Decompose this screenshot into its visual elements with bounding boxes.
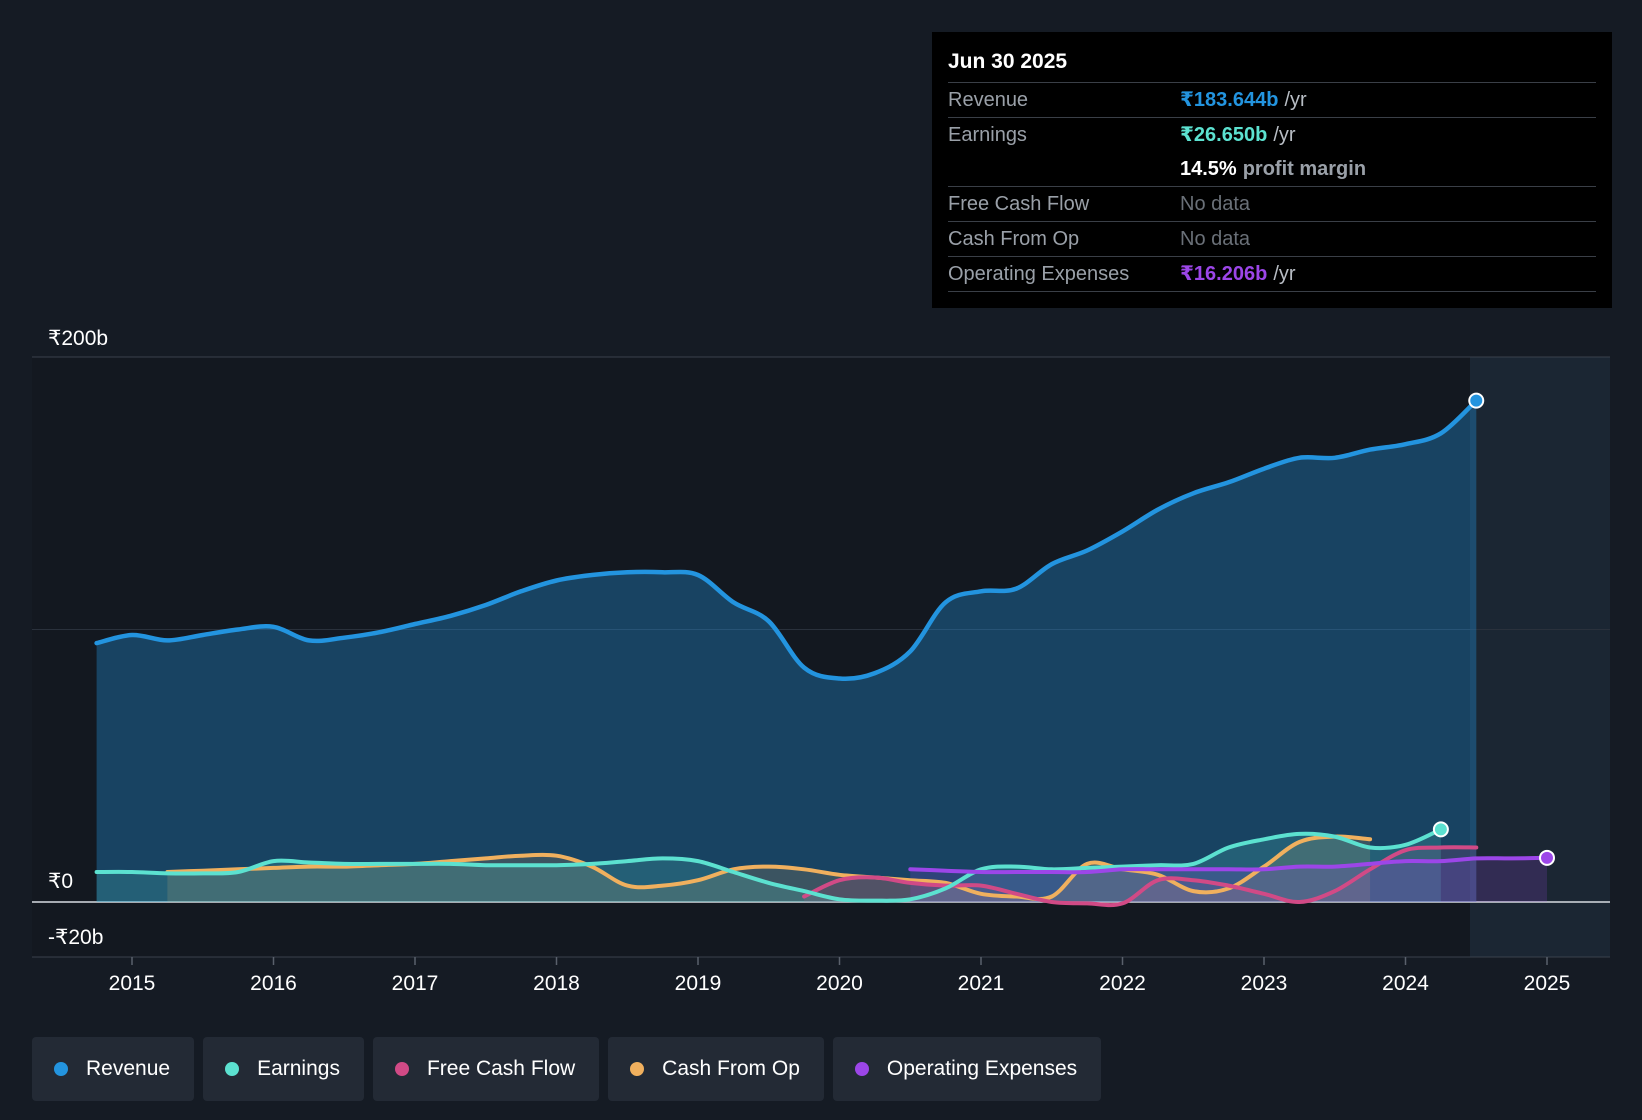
- y-tick-label: -₹20b: [48, 926, 103, 949]
- tooltip-fcf-value: No data: [1180, 193, 1251, 215]
- x-tick-label: 2024: [1382, 972, 1429, 995]
- legend-item-cash-from-op[interactable]: Cash From Op: [608, 1037, 824, 1101]
- x-tick-label: 2016: [250, 972, 297, 995]
- tooltip-revenue-value: ₹183.644b: [1180, 89, 1279, 111]
- tooltip-opex-label: Operating Expenses: [948, 263, 1130, 285]
- legend-label-operating-expenses: Operating Expenses: [886, 1057, 1078, 1080]
- tooltip-row-margin: 14.5% profit margin: [948, 152, 1596, 186]
- tooltip-row-cfo: Cash From Op No data: [948, 221, 1596, 256]
- series-line-revenue: [94, 398, 1479, 681]
- legend-item-free-cash-flow[interactable]: Free Cash Flow: [372, 1037, 600, 1101]
- endpoints: [1432, 392, 1555, 866]
- tooltip-row-earnings: Earnings ₹26.650b/yr: [948, 117, 1596, 152]
- tooltip-fcf-label: Free Cash Flow: [948, 193, 1090, 215]
- x-tick-label: 2025: [1524, 972, 1571, 995]
- tooltip-earnings-label: Earnings: [948, 124, 1027, 146]
- tooltip-row-opex: Operating Expenses ₹16.206b/yr: [948, 256, 1596, 292]
- tooltip-date: Jun 30 2025: [948, 50, 1068, 73]
- x-tick-label: 2015: [109, 972, 156, 995]
- series-line-earnings: [94, 827, 1443, 903]
- tooltip-opex-value: ₹16.206b: [1180, 263, 1268, 285]
- area-fills: [96, 400, 1547, 906]
- area-revenue: [96, 400, 1477, 902]
- x-tick-label: 2023: [1241, 972, 1288, 995]
- series-lines: [94, 398, 1549, 908]
- legend-item-revenue[interactable]: Revenue: [32, 1037, 195, 1101]
- endpoint-earnings[interactable]: [1432, 821, 1449, 838]
- earnings-dot-icon: [225, 1062, 240, 1076]
- cash-from-op-dot-icon: [630, 1062, 645, 1076]
- legend-item-earnings[interactable]: Earnings: [203, 1037, 364, 1101]
- area-earnings: [96, 829, 1441, 902]
- tooltip-revenue-label: Revenue: [948, 89, 1029, 111]
- endpoint-revenue[interactable]: [1468, 392, 1485, 409]
- tooltip-cfo-value: No data: [1180, 228, 1251, 250]
- x-tick-label: 2020: [816, 972, 863, 995]
- legend-label-revenue: Revenue: [86, 1057, 171, 1080]
- x-tick-label: 2017: [392, 972, 439, 995]
- endpoint-operating-expenses[interactable]: [1539, 849, 1555, 866]
- tooltip-revenue-unit: /yr: [1284, 89, 1307, 111]
- tooltip-opex-unit: /yr: [1273, 263, 1296, 285]
- x-tick-label: 2022: [1099, 972, 1146, 995]
- area-operating-expenses: [910, 857, 1547, 902]
- x-tick-label: 2021: [958, 972, 1005, 995]
- tooltip-row-fcf: Free Cash Flow No data: [948, 186, 1596, 221]
- x-tick-label: 2018: [533, 972, 580, 995]
- tooltip-margin-value: 14.5%: [1180, 158, 1237, 180]
- legend-item-operating-expenses[interactable]: Operating Expenses: [832, 1037, 1102, 1101]
- operating-expenses-dot-icon: [854, 1062, 869, 1076]
- free-cash-flow-dot-icon: [394, 1062, 409, 1076]
- axes: ₹200b ₹0 -₹20b 2015 2016 2017 2018 2019 2020 2021…: [48, 327, 1570, 995]
- x-tick-label: 2019: [675, 972, 722, 995]
- tooltip-earnings-value: ₹26.650b: [1180, 124, 1268, 146]
- revenue-dot-icon: [54, 1062, 68, 1076]
- gridlines: [32, 356, 1610, 958]
- y-tick-label: ₹0: [48, 870, 73, 893]
- tooltip-cfo-label: Cash From Op: [948, 228, 1080, 250]
- tooltip-earnings-unit: /yr: [1273, 124, 1296, 146]
- tooltip-margin-text: profit margin: [1242, 158, 1367, 180]
- tooltip-row-revenue: Revenue ₹183.644b/yr: [948, 82, 1596, 117]
- legend-label-cash-from-op: Cash From Op: [662, 1057, 800, 1080]
- legend: Revenue Earnings Free Cash Flow Cash Fro…: [32, 1037, 1102, 1101]
- area-cash-from-op: [167, 836, 1371, 902]
- series-line-operating-expenses: [908, 855, 1549, 875]
- legend-label-earnings: Earnings: [257, 1057, 340, 1080]
- tooltip: Jun 30 2025 Revenue ₹183.644b/yr Earning…: [932, 32, 1612, 308]
- series-line-free-cash-flow: [802, 845, 1479, 908]
- legend-label-free-cash-flow: Free Cash Flow: [426, 1057, 576, 1080]
- y-tick-label: ₹200b: [48, 327, 108, 350]
